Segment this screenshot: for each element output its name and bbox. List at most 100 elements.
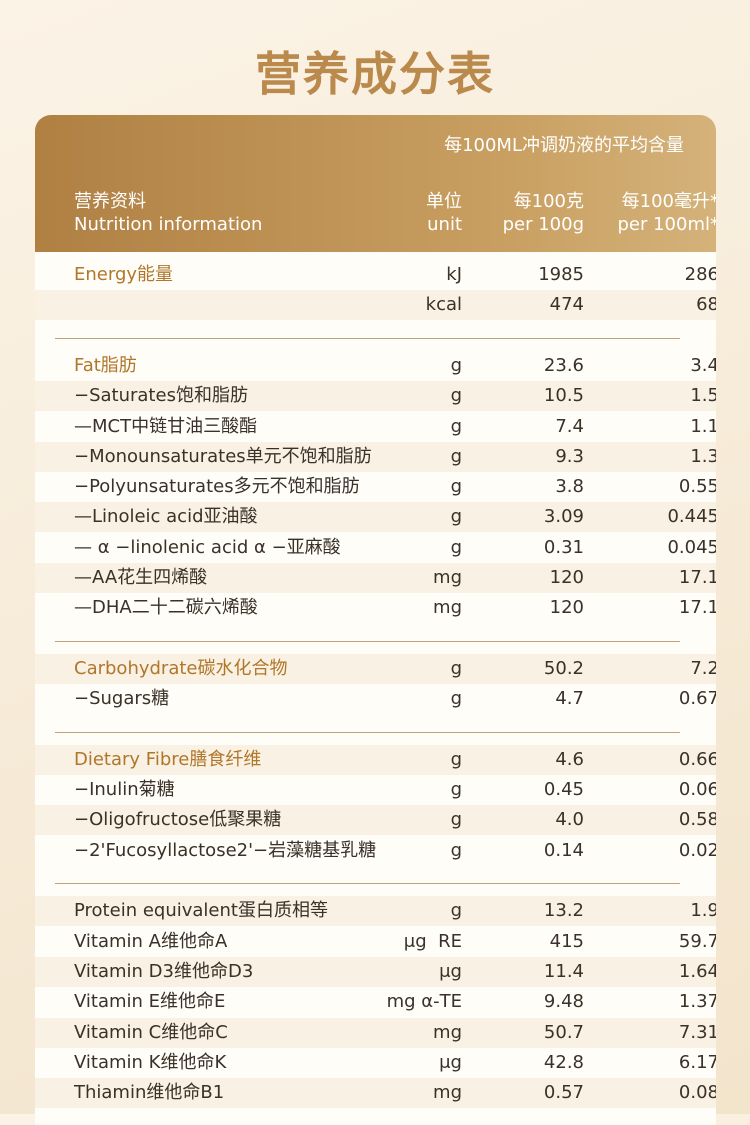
value: 0.31 xyxy=(543,536,584,558)
value: 0.66 xyxy=(678,748,716,770)
unit: μg xyxy=(439,960,462,982)
value: 9.48 xyxy=(543,991,584,1013)
unit: kJ xyxy=(446,264,462,285)
unit: g xyxy=(450,445,462,467)
value: 0.55 xyxy=(678,476,716,498)
value: 0.08 xyxy=(678,1082,716,1104)
value: 7.2 xyxy=(690,657,716,679)
value: 1985 xyxy=(538,264,584,285)
unit: g xyxy=(450,536,462,558)
nutrient-name: —MCT中链甘油三酸酯 xyxy=(74,415,258,437)
value: 1.64 xyxy=(678,960,716,982)
column-header: 每100毫升* xyxy=(621,191,716,212)
unit: mg xyxy=(433,1021,462,1043)
row-stripe xyxy=(35,381,716,412)
value: 0.58 xyxy=(678,809,716,831)
nutrient-name: Energy能量 xyxy=(74,264,174,285)
value: 68 xyxy=(696,294,716,316)
unit: g xyxy=(450,506,462,528)
row-stripe xyxy=(35,502,716,533)
row-stripe xyxy=(35,563,716,593)
unit: g xyxy=(450,779,462,801)
value: 7.31 xyxy=(678,1021,716,1043)
nutrient-name: Dietary Fibre膳食纤维 xyxy=(74,748,262,770)
row-stripe xyxy=(35,956,716,987)
row-stripe xyxy=(35,441,716,472)
unit: mg α-TE xyxy=(386,991,462,1013)
nutrient-name: Protein equivalent蛋白质相等 xyxy=(74,900,328,922)
nutrient-name: −Inulin菊糖 xyxy=(74,779,175,801)
column-header: 营养资料 xyxy=(74,191,146,212)
unit: g xyxy=(450,476,462,498)
unit: mg xyxy=(433,567,462,588)
value: 120 xyxy=(549,597,584,619)
nutrient-name: Vitamin C维他命C xyxy=(74,1021,228,1043)
nutrient-name: −Saturates饱和脂肪 xyxy=(74,385,248,407)
value: 415 xyxy=(549,930,584,952)
value: 3.8 xyxy=(555,476,584,498)
nutrient-name: −Oligofructose低聚果糖 xyxy=(74,809,282,831)
unit: g xyxy=(450,688,462,710)
note: 每100ML冲调奶液的平均含量 xyxy=(444,135,684,156)
value: 17.1 xyxy=(678,597,716,619)
value: 1.5 xyxy=(690,385,716,407)
column-header: 每100克 xyxy=(513,191,584,212)
column-header: per 100ml* xyxy=(617,214,716,235)
value: 9.3 xyxy=(555,445,584,467)
group-separator xyxy=(55,731,680,733)
nutrient-name: Carbohydrate碳水化合物 xyxy=(74,657,288,679)
value: 4.6 xyxy=(555,748,584,770)
row-stripe xyxy=(35,1017,716,1048)
value: 474 xyxy=(549,294,584,316)
unit: mg xyxy=(433,597,462,619)
value: 50.7 xyxy=(543,1021,584,1043)
nutrient-name: — α −linolenic acid α −亚麻酸 xyxy=(74,536,341,558)
value: 0.445 xyxy=(667,506,716,528)
row-stripe xyxy=(35,896,716,927)
nutrition-table: 每100ML冲调奶液的平均含量营养资料 Nutrition information… xyxy=(35,115,716,1125)
unit: g xyxy=(450,900,462,922)
nutrient-name: —AA花生四烯酸 xyxy=(74,567,208,588)
page-title: 营养成分表 xyxy=(255,47,495,101)
row-stripe xyxy=(35,805,716,836)
value: 13.2 xyxy=(543,900,584,922)
nutrient-name: Thiamin维他命B1 xyxy=(74,1082,225,1104)
unit: μg RE xyxy=(403,930,462,952)
group-separator xyxy=(55,883,680,884)
value: 1.3 xyxy=(690,445,716,467)
column-header: 单位 xyxy=(426,191,462,212)
value: 42.8 xyxy=(543,1051,584,1073)
value: 6.17 xyxy=(678,1051,716,1073)
unit: g xyxy=(450,385,462,407)
value: 1.9 xyxy=(690,900,716,922)
nutrient-name: Vitamin A维他命A xyxy=(74,930,228,952)
unit: g xyxy=(450,354,462,376)
value: 0.045 xyxy=(667,536,716,558)
unit: kcal xyxy=(425,294,462,316)
value: 11.4 xyxy=(543,960,584,982)
column-header: Nutrition information xyxy=(74,214,263,235)
unit: g xyxy=(450,748,462,770)
unit: g xyxy=(450,839,462,861)
nutrient-name: Fat脂肪 xyxy=(74,354,137,376)
group-separator xyxy=(55,337,680,339)
value: 3.4 xyxy=(690,354,716,376)
nutrient-name: −Sugars糖 xyxy=(74,688,170,710)
value: 0.57 xyxy=(543,1082,584,1104)
nutrient-name: −Polyunsaturates多元不饱和脂肪 xyxy=(74,476,360,498)
nutrient-name: Vitamin D3维他命D3 xyxy=(74,960,254,982)
row-stripe xyxy=(35,744,716,775)
value: 10.5 xyxy=(543,385,584,407)
row-stripe xyxy=(35,653,716,684)
unit: g xyxy=(450,657,462,679)
group-separator xyxy=(55,640,680,642)
unit: μg xyxy=(439,1051,462,1073)
nutrient-name: Vitamin E维他命E xyxy=(74,991,226,1013)
value: 50.2 xyxy=(543,657,584,679)
value: 286 xyxy=(684,264,716,285)
value: 7.4 xyxy=(555,415,584,437)
nutrient-name: —Linoleic acid亚油酸 xyxy=(74,506,258,528)
row-stripe xyxy=(35,290,716,321)
unit: g xyxy=(450,809,462,831)
